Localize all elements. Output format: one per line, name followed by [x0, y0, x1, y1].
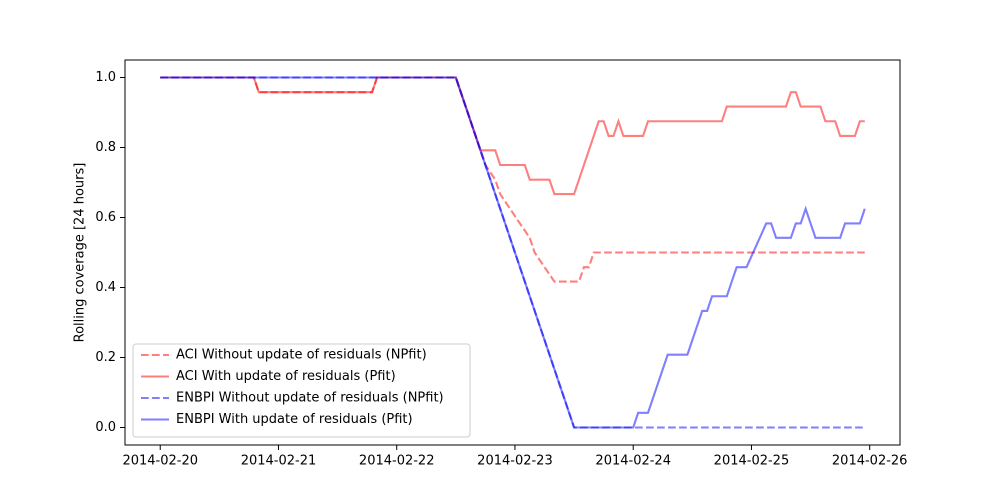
x-tick-label: 2014-02-25 [714, 454, 790, 469]
legend-label: ENBPI Without update of residuals (NPfit… [176, 391, 444, 406]
x-tick-label: 2014-02-26 [832, 454, 908, 469]
plot-frame [124, 59, 901, 446]
x-tick-label: 2014-02-20 [122, 454, 198, 469]
y-tick-label: 1.0 [95, 70, 116, 85]
y-tick-label: 0.0 [95, 420, 116, 435]
legend-label: ENBPI With update of residuals (Pfit) [176, 412, 413, 427]
y-tick-label: 0.8 [95, 140, 116, 155]
y-tick-label: 0.2 [95, 350, 116, 365]
y-tick-label: 0.4 [95, 280, 116, 295]
x-tick-label: 2014-02-24 [595, 454, 671, 469]
x-tick-label: 2014-02-22 [359, 454, 435, 469]
series-line [160, 76, 866, 429]
y-axis-label: Rolling coverage [24 hours] [73, 163, 88, 343]
x-tick-label: 2014-02-21 [241, 454, 317, 469]
y-tick-label: 0.6 [95, 210, 116, 225]
legend-label: ACI Without update of residuals (NPfit) [176, 348, 427, 363]
x-tick-label: 2014-02-23 [477, 454, 553, 469]
legend-frame [132, 343, 471, 438]
legend-label: ACI With update of residuals (Pfit) [176, 369, 396, 384]
